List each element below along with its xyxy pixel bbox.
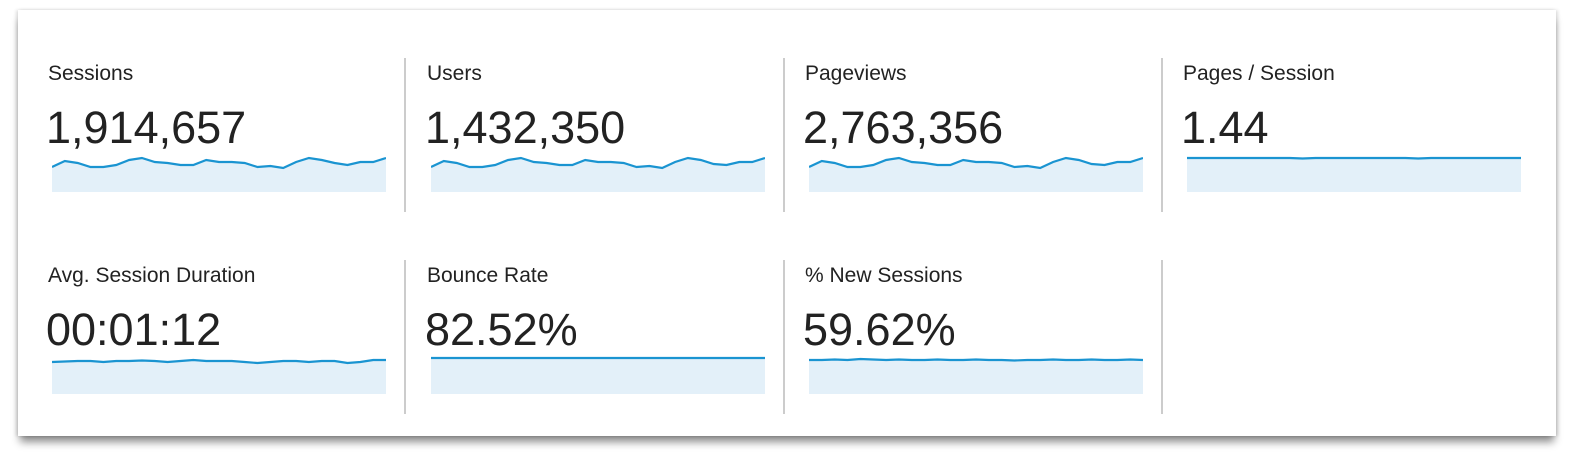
column-divider (783, 260, 785, 414)
sparkline-line (809, 357, 1143, 362)
metric-value: 00:01:12 (46, 304, 222, 355)
metric-users[interactable]: Users 1,432,350 (397, 10, 775, 192)
metric-value: 1,432,350 (425, 102, 626, 153)
metric-label: Pages / Session (1183, 62, 1335, 85)
metric-label: % New Sessions (805, 264, 963, 287)
sparkline-area (809, 359, 1143, 394)
sparkline-line (52, 156, 386, 170)
sparkline (809, 357, 1143, 394)
metric-value: 59.62% (803, 304, 956, 355)
metric-value: 2,763,356 (803, 102, 1004, 153)
sparkline-line (1187, 156, 1521, 160)
metric-pageviews[interactable]: Pageviews 2,763,356 (775, 10, 1153, 192)
metric-avg-session-duration[interactable]: Avg. Session Duration 00:01:12 (18, 212, 396, 394)
sparkline (52, 156, 386, 192)
sparkline-area (52, 360, 386, 394)
column-divider (1161, 58, 1163, 212)
metric-pages-session[interactable]: Pages / Session 1.44 (1153, 10, 1531, 192)
metric-label: Users (427, 62, 482, 85)
column-divider (404, 58, 406, 212)
sparkline (809, 156, 1143, 192)
metric-value: 1,914,657 (46, 102, 247, 153)
column-divider (1161, 260, 1163, 414)
sparkline-area (52, 158, 386, 192)
sparkline-area (431, 358, 765, 394)
column-divider (404, 260, 406, 414)
sparkline (1187, 156, 1521, 192)
sparkline-line (809, 156, 1143, 170)
metric-bounce-rate[interactable]: Bounce Rate 82.52% (397, 212, 775, 394)
sparkline-area (431, 158, 765, 192)
metrics-panel: Sessions 1,914,657 Users 1,432,350 Pagevie… (18, 10, 1556, 436)
metric-value: 1.44 (1181, 102, 1269, 153)
metric-label: Pageviews (805, 62, 907, 85)
metric-label: Bounce Rate (427, 264, 549, 287)
sparkline (431, 156, 765, 192)
sparkline-line (52, 358, 386, 365)
metric-new-sessions[interactable]: % New Sessions 59.62% (775, 212, 1153, 394)
metric-label: Sessions (48, 62, 134, 85)
metric-label: Avg. Session Duration (48, 264, 256, 287)
sparkline-line (431, 156, 765, 170)
metric-value: 82.52% (425, 304, 578, 355)
sparkline (52, 358, 386, 394)
sparkline-area (1187, 158, 1521, 192)
sparkline-area (809, 158, 1143, 192)
sparkline (431, 356, 765, 394)
column-divider (783, 58, 785, 212)
metric-sessions[interactable]: Sessions 1,914,657 (18, 10, 396, 192)
